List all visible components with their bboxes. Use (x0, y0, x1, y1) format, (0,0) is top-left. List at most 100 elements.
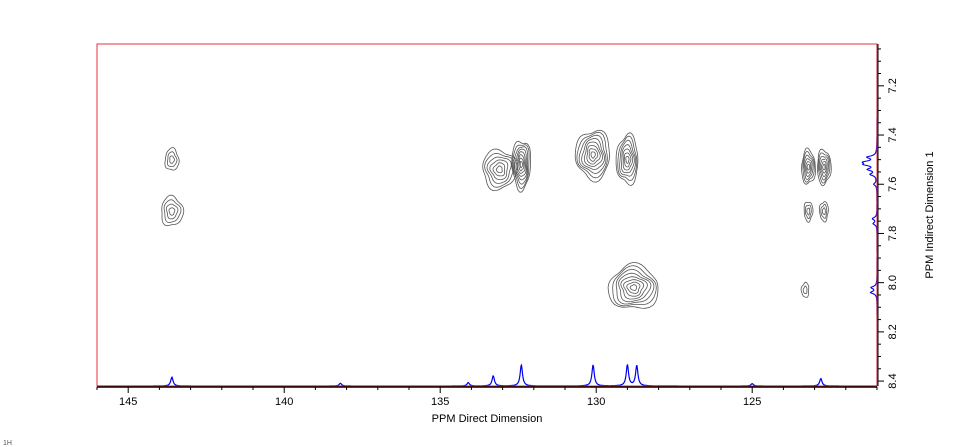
contour-level (626, 281, 641, 294)
cross-peak (574, 129, 610, 183)
contour-level (803, 201, 814, 223)
contour-level (629, 284, 637, 291)
contour-level (818, 201, 829, 223)
contour-level (612, 265, 657, 307)
contour-level (492, 162, 506, 177)
cross-peak (816, 148, 832, 187)
y-tick-label: 7.6 (887, 177, 899, 192)
contour-level (607, 261, 659, 309)
contour-level (165, 203, 179, 220)
contour-level (484, 152, 516, 188)
contour-level (615, 269, 655, 305)
contour-level (168, 207, 176, 216)
x-tick-label: 130 (587, 396, 605, 408)
contour-level (821, 160, 827, 174)
cross-peak (803, 201, 814, 223)
cross-peak (482, 148, 519, 192)
contour-level (169, 155, 175, 164)
y-axis: 7.2 7.4 7.6 7.8 8.0 8.2 8.4 (877, 44, 899, 389)
contour-level (519, 160, 523, 169)
cross-peak (164, 146, 180, 171)
cross-peak (800, 281, 810, 298)
y-tick-label: 8.0 (887, 275, 899, 290)
direct-projection-trace (97, 363, 877, 387)
contour-level (586, 144, 601, 165)
y-tick-label: 8.4 (887, 373, 899, 388)
cross-peak (818, 201, 829, 223)
indirect-projection-trace (861, 44, 878, 386)
contour-level (163, 199, 182, 223)
contour-level (818, 155, 829, 181)
x-axis-title: PPM Direct Dimension (432, 413, 543, 425)
contour-level (517, 154, 526, 174)
contour-level (482, 148, 519, 192)
cross-peak (607, 261, 659, 309)
contour-level (615, 132, 639, 186)
contour-level (819, 158, 828, 178)
contour-level (623, 279, 645, 297)
contour-level (576, 131, 608, 179)
contour-level (618, 272, 652, 303)
x-tick-label: 135 (431, 396, 449, 408)
contour-level (161, 194, 185, 227)
contour-level (514, 148, 528, 181)
contour-level (806, 207, 811, 216)
contour-level (804, 158, 813, 177)
contour-level (619, 139, 637, 177)
contour-level (515, 151, 527, 177)
contour-level (800, 281, 810, 298)
contour-level (817, 152, 831, 184)
contour-level (164, 146, 180, 171)
contour-level (495, 165, 503, 173)
contour-level (801, 147, 816, 185)
cross-peak (511, 140, 531, 193)
contour-level (625, 155, 630, 164)
contour-level (806, 163, 810, 171)
contour-level (620, 144, 635, 174)
cross-peak (161, 194, 185, 227)
contour-level (583, 141, 604, 168)
y-tick-label: 7.8 (887, 226, 899, 241)
contour-level (511, 140, 531, 193)
contour-level (486, 156, 512, 184)
x-tick-label: 145 (119, 396, 137, 408)
y-tick-label: 8.2 (887, 324, 899, 339)
contour-level (590, 151, 596, 159)
contour-level (574, 129, 610, 183)
y-tick-label: 7.2 (887, 78, 899, 93)
x-tick-label: 140 (275, 396, 293, 408)
y-tick-label: 7.4 (887, 127, 899, 142)
contour-level (802, 151, 815, 183)
x-tick-label: 125 (743, 396, 761, 408)
contour-level (617, 135, 638, 182)
contour-level (624, 152, 632, 168)
contour-level (581, 137, 605, 170)
contour-level (820, 203, 828, 219)
contour-level (578, 134, 607, 174)
contour-level (821, 207, 826, 216)
x-axis: 145 140 135 130 125 (96, 386, 878, 408)
contour-level (518, 157, 525, 172)
corner-label: 1H (3, 440, 12, 447)
direct-dimension-projection (97, 363, 877, 387)
contour-layer (161, 129, 832, 309)
cross-peak (801, 147, 816, 185)
y-axis-title: PPM Indirect Dimension 1 (924, 151, 936, 278)
contour-level (803, 154, 814, 180)
contour-level (622, 148, 634, 171)
contour-level (620, 276, 648, 300)
indirect-dimension-projection (861, 44, 878, 386)
contour-level (805, 204, 812, 220)
contour-level (816, 148, 832, 187)
plot-frame (96, 43, 878, 387)
contour-level (805, 161, 812, 174)
contour-level (511, 144, 530, 189)
contour-level (489, 159, 509, 181)
contour-level (166, 151, 178, 167)
contour-level (822, 163, 826, 171)
cross-peak (615, 132, 639, 186)
contour-level (588, 148, 599, 162)
contour-level (802, 285, 808, 295)
contour-level (512, 146, 529, 185)
